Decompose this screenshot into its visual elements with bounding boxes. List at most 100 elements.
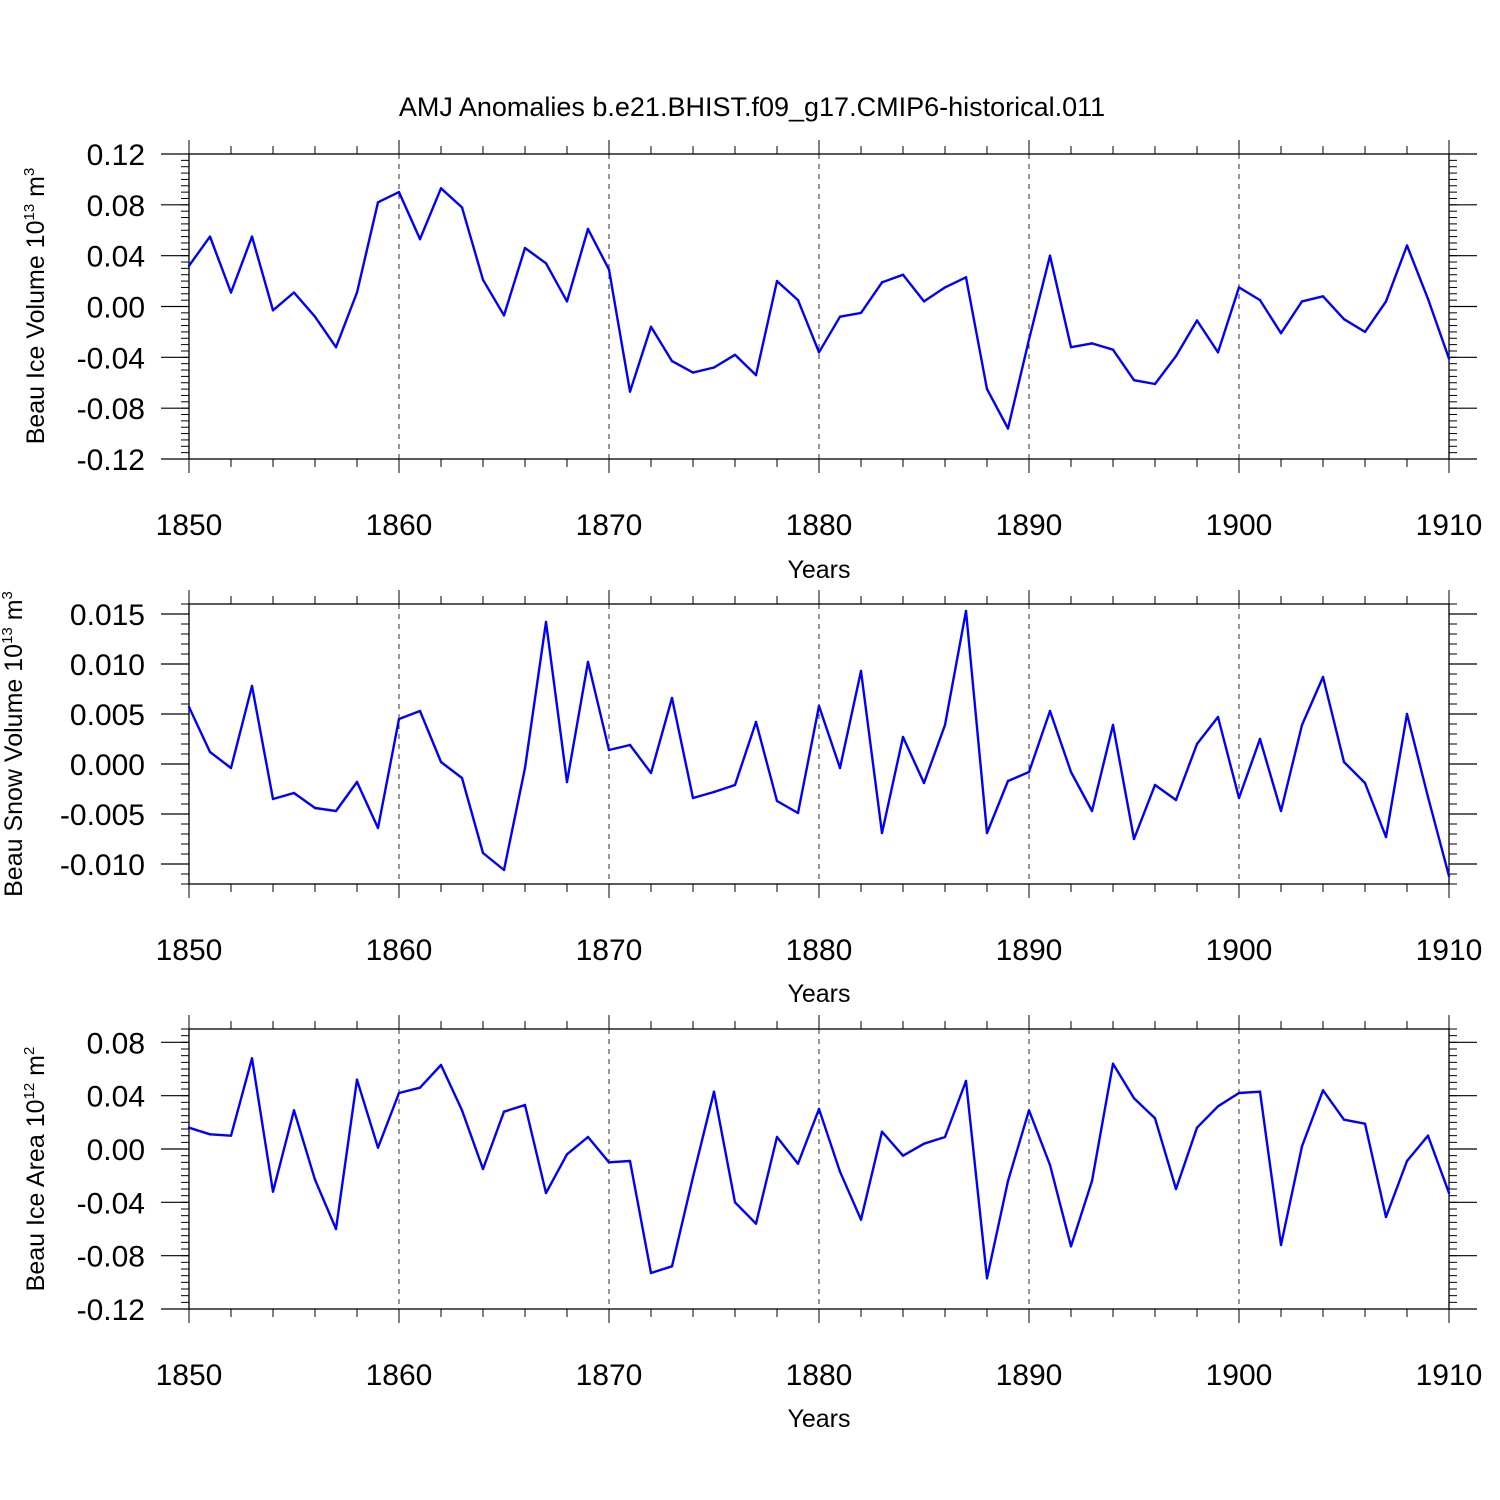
- data-point: [523, 246, 527, 250]
- data-point: [628, 390, 632, 393]
- data-point: [1426, 297, 1430, 301]
- x-tick-label: 1880: [786, 1359, 853, 1392]
- data-point: [1258, 737, 1262, 741]
- data-point: [565, 1153, 569, 1156]
- data-point: [1216, 1105, 1220, 1108]
- data-point: [1006, 779, 1010, 783]
- data-point: [796, 1162, 800, 1165]
- data-point: [1048, 1163, 1052, 1167]
- data-point: [1132, 379, 1136, 382]
- data-point: [397, 1091, 401, 1095]
- data-point: [1069, 345, 1073, 349]
- x-tick-label: 1870: [576, 934, 643, 967]
- data-point: [376, 201, 380, 204]
- data-point: [754, 1222, 758, 1225]
- data-point: [901, 273, 905, 276]
- data-point: [796, 811, 800, 815]
- data-point: [250, 1057, 254, 1060]
- y-axis-label: Beau Snow Volume 1013 m3: [0, 591, 28, 897]
- y-tick-label: 0.000: [70, 749, 145, 782]
- y-tick-label: 0.00: [87, 1134, 145, 1167]
- data-point: [1342, 1118, 1346, 1121]
- data-point: [271, 309, 275, 312]
- y-tick-label: 0.010: [70, 649, 145, 682]
- data-point: [1279, 331, 1283, 335]
- data-point: [1447, 1191, 1451, 1195]
- data-point: [1069, 1245, 1073, 1248]
- data-point: [334, 345, 338, 349]
- data-point: [1027, 338, 1031, 341]
- data-point: [502, 868, 506, 872]
- data-point: [229, 766, 233, 770]
- data-point: [481, 278, 485, 282]
- data-point: [565, 780, 569, 784]
- y-tick-label: 0.015: [70, 599, 145, 632]
- data-point: [1237, 796, 1241, 800]
- x-tick-label: 1890: [996, 509, 1063, 542]
- x-tick-label: 1880: [786, 934, 853, 967]
- x-tick-label: 1900: [1206, 509, 1273, 542]
- data-point: [1279, 1243, 1283, 1247]
- data-point: [355, 1078, 359, 1081]
- x-tick-label: 1910: [1416, 509, 1483, 542]
- data-point: [838, 1170, 842, 1173]
- data-point: [859, 311, 863, 315]
- data-point: [292, 291, 296, 294]
- y-axis-label: Beau Ice Area 1012 m2: [21, 1047, 50, 1292]
- data-point: [607, 268, 611, 271]
- data-point: [649, 325, 653, 329]
- data-point: [775, 279, 779, 283]
- data-point: [901, 735, 905, 739]
- data-point: [1216, 351, 1220, 354]
- y-tick-label: -0.12: [77, 444, 145, 477]
- data-point: [586, 227, 590, 231]
- data-point: [523, 766, 527, 770]
- x-tick-label: 1860: [366, 934, 433, 967]
- data-point: [1384, 1215, 1388, 1219]
- data-point: [1300, 300, 1304, 303]
- data-point: [229, 291, 233, 294]
- data-point: [1342, 760, 1346, 764]
- data-point: [586, 1135, 590, 1139]
- data-point: [1048, 709, 1052, 713]
- data-point: [1300, 1145, 1304, 1148]
- data-point: [1279, 809, 1283, 813]
- data-point: [1237, 286, 1241, 289]
- data-point: [838, 766, 842, 770]
- x-tick-label: 1910: [1416, 934, 1483, 967]
- data-point: [1174, 1187, 1178, 1191]
- x-tick-label: 1870: [576, 1359, 643, 1392]
- data-point: [313, 806, 317, 810]
- data-point: [775, 799, 779, 803]
- data-point: [733, 1201, 737, 1204]
- data-point: [1384, 835, 1388, 839]
- data-point: [418, 709, 422, 713]
- data-point: [187, 264, 191, 268]
- data-point: [1195, 1126, 1199, 1129]
- y-tick-label: 0.04: [87, 1081, 145, 1114]
- data-point: [187, 705, 191, 709]
- data-point: [1090, 809, 1094, 813]
- data-point: [670, 696, 674, 700]
- data-point: [817, 704, 821, 708]
- data-point: [292, 791, 296, 795]
- data-point: [754, 720, 758, 724]
- y-tick-label: -0.010: [60, 849, 145, 882]
- y-tick-label: 0.12: [87, 139, 145, 172]
- data-point: [1342, 318, 1346, 321]
- data-point: [1363, 1122, 1367, 1125]
- data-point: [838, 315, 842, 318]
- data-point: [1300, 723, 1304, 727]
- data-point: [691, 1175, 695, 1179]
- data-point: [649, 771, 653, 775]
- y-tick-label: -0.08: [77, 1241, 145, 1274]
- data-point: [460, 776, 464, 780]
- data-point: [544, 620, 548, 624]
- data-point: [754, 373, 758, 377]
- x-tick-label: 1910: [1416, 1359, 1483, 1392]
- data-point: [1090, 1179, 1094, 1183]
- data-point: [334, 1227, 338, 1231]
- data-point: [985, 387, 989, 391]
- data-point: [901, 1154, 905, 1157]
- data-point: [355, 780, 359, 784]
